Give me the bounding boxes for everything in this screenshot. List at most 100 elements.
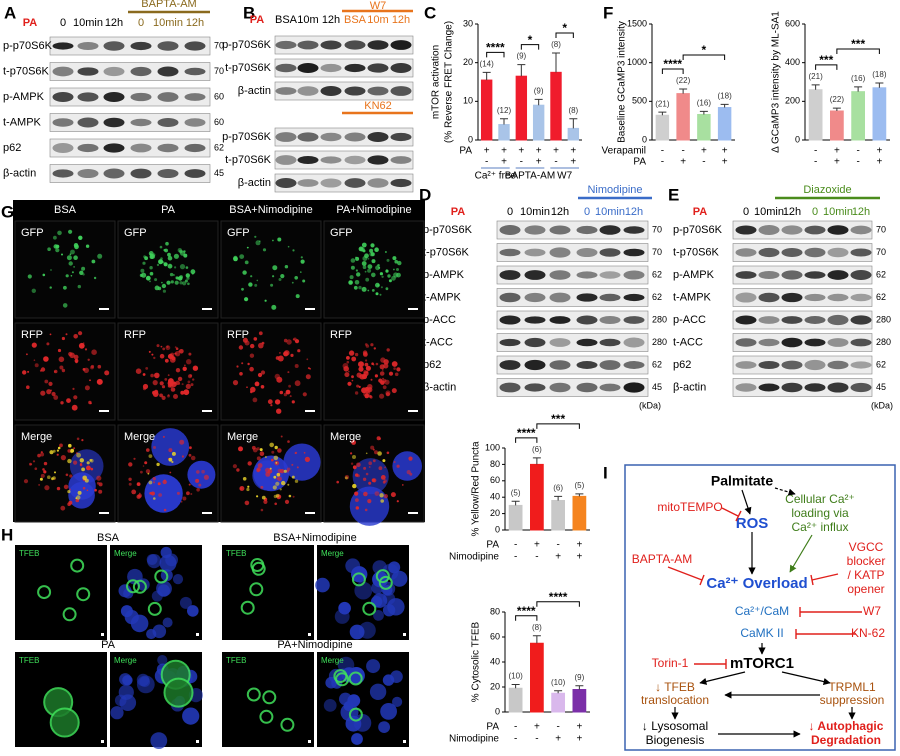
- blot-band: [344, 63, 366, 73]
- n-label: (5): [574, 481, 584, 490]
- cell-signal: [361, 261, 367, 266]
- kda-label: 280: [652, 337, 667, 347]
- condition-sign: -: [514, 540, 517, 551]
- pathway-diagram: Palmitate mitoTEMPO ROS Cellular Ca²⁺ lo…: [624, 464, 896, 751]
- cell-signal: [119, 673, 132, 686]
- node: TRPML1: [828, 680, 876, 694]
- cell-signal: [160, 345, 163, 348]
- cell-signal: [156, 580, 172, 597]
- panel-letter: H: [1, 525, 13, 544]
- significance-label: ****: [517, 604, 536, 618]
- cell-signal: [183, 389, 190, 396]
- cell-signal: [42, 273, 46, 277]
- channel-label: Merge: [124, 431, 155, 443]
- cell-signal: [73, 334, 78, 339]
- cell-signal: [62, 303, 68, 308]
- cell-signal: [276, 477, 279, 480]
- cell-signal: [181, 455, 184, 458]
- cell-signal: [247, 461, 252, 466]
- cell-signal: [288, 494, 292, 498]
- cell-signal: [375, 569, 390, 584]
- blot-band: [735, 361, 757, 369]
- channel-label: Merge: [114, 549, 137, 558]
- micrograph: [220, 220, 322, 319]
- cell-signal: [69, 253, 72, 256]
- cell-signal: [305, 374, 311, 380]
- cell-signal: [50, 269, 52, 271]
- blot-band: [77, 67, 99, 76]
- scale-bar: [196, 633, 199, 636]
- y-tick-label: 0: [495, 706, 500, 716]
- blot-band: [781, 292, 803, 303]
- lane-label: 0: [743, 206, 749, 218]
- node: Ca²⁺ Overload: [706, 575, 807, 592]
- cell-signal: [118, 684, 134, 700]
- blot-band: [184, 93, 206, 101]
- y-tick-label: 20: [463, 57, 473, 67]
- significance-label: ****: [549, 590, 568, 604]
- cell-signal: [152, 477, 156, 481]
- cell-signal: [349, 275, 354, 280]
- row-label: p-AMPK: [673, 269, 715, 281]
- channel-label: Merge: [321, 656, 344, 665]
- panel-letter: G: [1, 202, 14, 221]
- node: suppression: [820, 693, 885, 707]
- blot-band: [623, 316, 645, 324]
- blot-band: [735, 292, 757, 303]
- cell-signal: [61, 336, 65, 341]
- lane-label: 12h: [852, 206, 870, 218]
- condition-sign: +: [722, 146, 728, 157]
- n-label: (22): [676, 76, 691, 85]
- lane-label: 10min: [754, 206, 784, 218]
- cell-signal: [68, 443, 72, 448]
- blot-band: [758, 383, 780, 392]
- scale-bar: [403, 740, 406, 743]
- error-bar: [482, 71, 491, 81]
- cell-signal: [55, 244, 60, 249]
- significance-label: *: [528, 33, 533, 47]
- cell-signal: [383, 494, 388, 499]
- bar: [530, 642, 544, 713]
- condition-sign: +: [576, 722, 582, 733]
- y-axis-label: % Cytosolic TFEB: [471, 621, 482, 702]
- n-label: (9): [516, 52, 526, 61]
- cell-signal: [384, 251, 387, 253]
- cell-signal: [353, 285, 358, 290]
- cell-signal: [287, 483, 290, 486]
- cell-signal: [249, 582, 264, 597]
- cell-signal: [259, 709, 274, 724]
- cell-signal: [377, 451, 382, 456]
- error-bar: [699, 110, 708, 115]
- y-tick-label: 0: [795, 134, 800, 144]
- cell-signal: [246, 487, 250, 492]
- cell-signal: [239, 372, 243, 376]
- cell-signal: [44, 379, 49, 384]
- cell-signal: [53, 395, 59, 400]
- row-label: p-p70S6K: [222, 39, 272, 51]
- blot-band: [367, 132, 389, 142]
- cell-signal: [260, 385, 265, 389]
- blot-band: [576, 225, 598, 235]
- cell-signal: [270, 283, 274, 287]
- channel-label: RFP: [21, 329, 43, 341]
- cell-signal: [291, 475, 295, 479]
- cell-signal: [271, 304, 277, 310]
- cell-signal: [145, 275, 151, 281]
- cell-signal: [396, 500, 399, 503]
- cell-signal: [57, 230, 62, 236]
- blot-band: [781, 316, 803, 324]
- cell-signal: [386, 348, 390, 352]
- cell-signal: [335, 672, 350, 687]
- cell-signal: [142, 387, 147, 391]
- blot-band: [130, 118, 152, 127]
- cell-signal: [346, 356, 350, 360]
- cell-signal: [277, 476, 282, 482]
- diagram-box: [624, 464, 896, 751]
- cell-signal: [75, 497, 78, 500]
- cell-signal: [364, 362, 369, 367]
- cell-signal: [393, 461, 396, 463]
- node: Degradation: [811, 733, 881, 747]
- cell-signal: [157, 655, 168, 666]
- cell-signal: [294, 276, 299, 280]
- cell-signal: [392, 256, 397, 261]
